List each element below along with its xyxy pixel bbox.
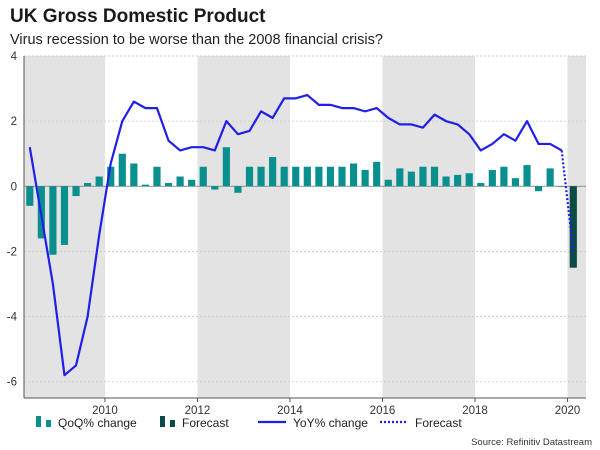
y-tick-label: -4 (7, 312, 18, 324)
qoq-bar (511, 178, 520, 187)
y-tick-label: -2 (7, 246, 17, 258)
qoq-bar (176, 176, 184, 187)
source-note: Source: Refinitiv Datastream (471, 437, 592, 448)
yoy-forecast-line (560, 150, 575, 252)
qoq-bar (407, 171, 415, 187)
qoq-bar (500, 166, 508, 187)
qoq-bar (315, 166, 323, 187)
qoq-bar (292, 166, 300, 187)
chart-title: UK Gross Domestic Product (10, 6, 266, 27)
legend-swatch-bar (36, 416, 41, 427)
legend-label: Forecast (182, 416, 229, 430)
legend-item: Forecast (380, 416, 462, 430)
shaded-period-1 (197, 56, 290, 398)
qoq-bar (546, 168, 554, 187)
legend-item: Forecast (160, 416, 229, 430)
x-tick-label: 2012 (185, 405, 211, 417)
y-tick-label: 0 (11, 181, 17, 193)
legend-swatch-bar (170, 420, 175, 427)
qoq-bar (430, 166, 439, 187)
x-tick-label: 2014 (277, 405, 303, 417)
x-tick-label: 2016 (370, 405, 396, 417)
shaded-period-2 (382, 56, 475, 398)
qoq-bar (419, 166, 427, 187)
qoq-bar (535, 186, 543, 192)
qoq-bar (141, 184, 150, 187)
qoq-bar (488, 170, 496, 187)
qoq-bar (257, 166, 265, 187)
qoq-bar (164, 183, 173, 187)
qoq-forecast-bar (569, 186, 577, 268)
qoq-bar (49, 186, 57, 255)
qoq-bar (384, 179, 392, 187)
x-tick-label: 2018 (462, 405, 488, 417)
chart-subtitle: Virus recession to be worse than the 200… (10, 32, 383, 48)
qoq-bar (153, 166, 161, 187)
qoq-bar (245, 166, 254, 187)
qoq-bar (396, 168, 404, 187)
qoq-bar (454, 174, 462, 187)
qoq-bar (477, 183, 485, 187)
y-tick-label: 4 (11, 51, 18, 63)
qoq-bar (326, 166, 335, 187)
qoq-bar (338, 166, 346, 187)
legend-swatch-bar (46, 420, 51, 427)
qoq-bar (130, 163, 138, 187)
qoq-bar (349, 163, 358, 187)
x-tick-label: 2020 (555, 405, 581, 417)
qoq-bar (361, 170, 369, 187)
qoq-bar (465, 173, 473, 187)
qoq-bar (303, 166, 311, 187)
legend-label: Forecast (415, 416, 462, 430)
qoq-bar (72, 186, 80, 197)
legend-item: YoY% change (258, 416, 368, 430)
y-tick-label: -6 (7, 377, 17, 389)
qoq-bar (373, 161, 381, 187)
yoy-line (28, 93, 563, 377)
qoq-bar (269, 156, 277, 187)
qoq-bar (188, 179, 196, 187)
qoq-bar (558, 186, 566, 187)
qoq-bar (442, 176, 450, 187)
qoq-bar (26, 186, 34, 206)
qoq-bar (222, 147, 230, 187)
y-tick-label: 2 (11, 116, 17, 128)
qoq-bar (84, 183, 92, 187)
qoq-bar (234, 186, 242, 193)
qoq-bar (280, 166, 288, 187)
qoq-bar (118, 153, 126, 187)
legend-swatch-bar (160, 416, 165, 427)
qoq-bar (95, 176, 103, 187)
legend-item: QoQ% change (36, 416, 137, 430)
qoq-bar (107, 166, 115, 187)
qoq-bar (523, 165, 531, 187)
x-tick-label: 2010 (92, 405, 118, 417)
legend-label: YoY% change (293, 416, 368, 430)
legend-label: QoQ% change (58, 416, 137, 430)
qoq-bar (60, 186, 69, 245)
qoq-bar (199, 166, 207, 187)
qoq-bar (211, 186, 219, 190)
